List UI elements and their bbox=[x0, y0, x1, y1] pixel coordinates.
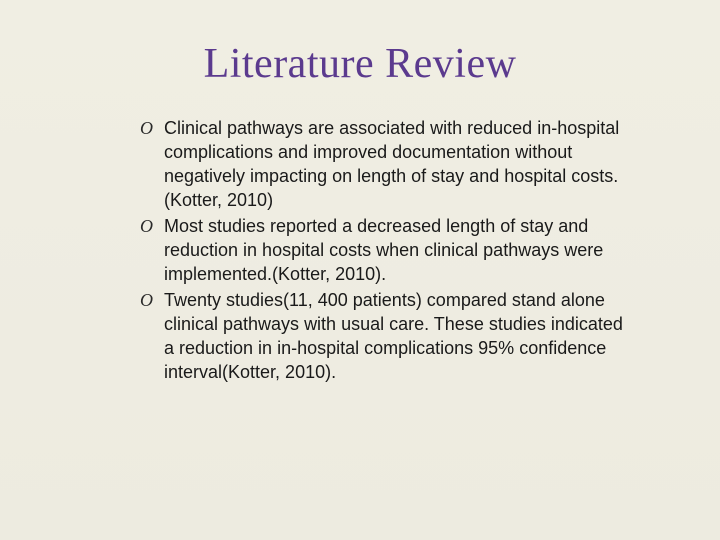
bullet-marker-icon: O bbox=[140, 288, 164, 384]
slide-title: Literature Review bbox=[90, 40, 630, 88]
list-item: O Most studies reported a decreased leng… bbox=[140, 214, 630, 286]
bullet-marker-icon: O bbox=[140, 116, 164, 212]
slide: Literature Review O Clinical pathways ar… bbox=[0, 0, 720, 540]
bullet-text: Clinical pathways are associated with re… bbox=[164, 116, 630, 212]
bullet-marker-icon: O bbox=[140, 214, 164, 286]
bullet-list: O Clinical pathways are associated with … bbox=[90, 116, 630, 384]
bullet-text: Twenty studies(11, 400 patients) compare… bbox=[164, 288, 630, 384]
list-item: O Clinical pathways are associated with … bbox=[140, 116, 630, 212]
bullet-text: Most studies reported a decreased length… bbox=[164, 214, 630, 286]
list-item: O Twenty studies(11, 400 patients) compa… bbox=[140, 288, 630, 384]
